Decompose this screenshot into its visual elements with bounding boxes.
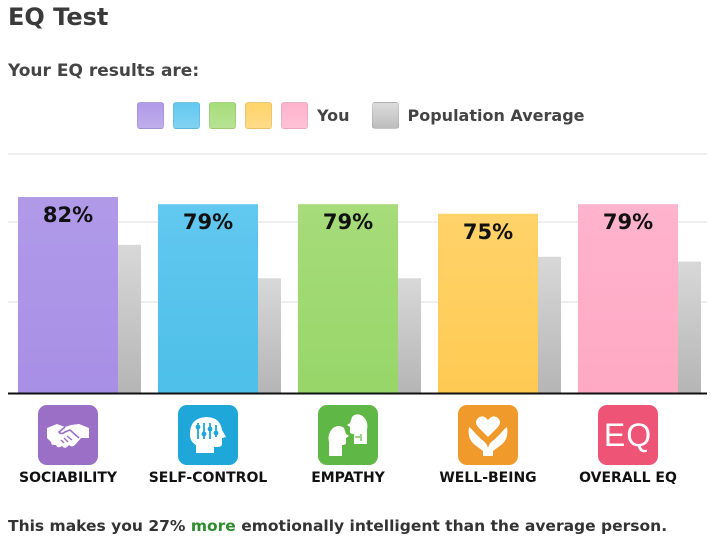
bar-average-overall-eq <box>678 261 701 393</box>
legend-swatch-average <box>371 101 399 129</box>
bar-value-label: 82% <box>43 203 93 227</box>
results-subtitle: Your EQ results are: <box>8 61 200 81</box>
eq-icon-text: EQ <box>603 416 653 453</box>
faces-icon <box>318 405 378 465</box>
legend-swatch-empathy <box>209 101 236 129</box>
handshake-icon <box>38 405 98 465</box>
category-sociability: SOCIABILITY <box>0 405 138 486</box>
summary-text-after: emotionally intelligent than the average… <box>235 517 668 535</box>
page-title: EQ Test <box>8 3 109 31</box>
legend-swatch-well-being <box>245 101 272 129</box>
bar-you-empathy <box>298 204 398 393</box>
bar-you-well-being <box>438 213 538 393</box>
legend-label-average: Population Average <box>407 105 585 125</box>
chart-legend: You Population Average <box>137 99 607 131</box>
bar-you-sociability <box>18 197 118 393</box>
bar-value-label: 75% <box>463 220 513 244</box>
eq-bar-chart: 82% 79% 79% 75% 79% <box>8 153 707 395</box>
bar-value-label: 79% <box>323 210 373 234</box>
summary-highlight: more <box>190 517 236 535</box>
brain-controls-icon <box>178 405 238 465</box>
category-label: SELF-CONTROL <box>148 470 268 486</box>
bar-value-label: 79% <box>183 210 233 234</box>
category-empathy: EMPATHY <box>278 405 418 486</box>
legend-swatch-self-control <box>173 101 200 129</box>
legend-swatch-sociability <box>137 101 164 129</box>
category-label: OVERALL EQ <box>579 470 677 486</box>
category-overall-eq: EQ OVERALL EQ <box>558 405 698 486</box>
bar-value-label: 79% <box>603 210 653 234</box>
summary-text: This makes you 27% more emotionally inte… <box>8 517 667 535</box>
bar-average-self-control <box>258 278 281 393</box>
bar-average-empathy <box>398 278 421 393</box>
category-label: EMPATHY <box>311 470 385 486</box>
category-label: WELL-BEING <box>439 470 537 486</box>
bar-average-sociability <box>118 244 141 393</box>
bar-average-well-being <box>538 256 561 393</box>
bar-you-overall-eq <box>578 204 678 393</box>
category-well-being: WELL-BEING <box>418 405 558 486</box>
legend-label-you: You <box>317 105 350 125</box>
eq-icon: EQ <box>598 405 658 465</box>
category-self-control: SELF-CONTROL <box>138 405 278 486</box>
legend-swatch-overall-eq <box>281 101 308 129</box>
bar-you-self-control <box>158 204 258 393</box>
summary-text-before: This makes you 27% <box>8 517 191 535</box>
heart-hands-icon <box>458 405 518 465</box>
category-label: SOCIABILITY <box>19 470 117 486</box>
